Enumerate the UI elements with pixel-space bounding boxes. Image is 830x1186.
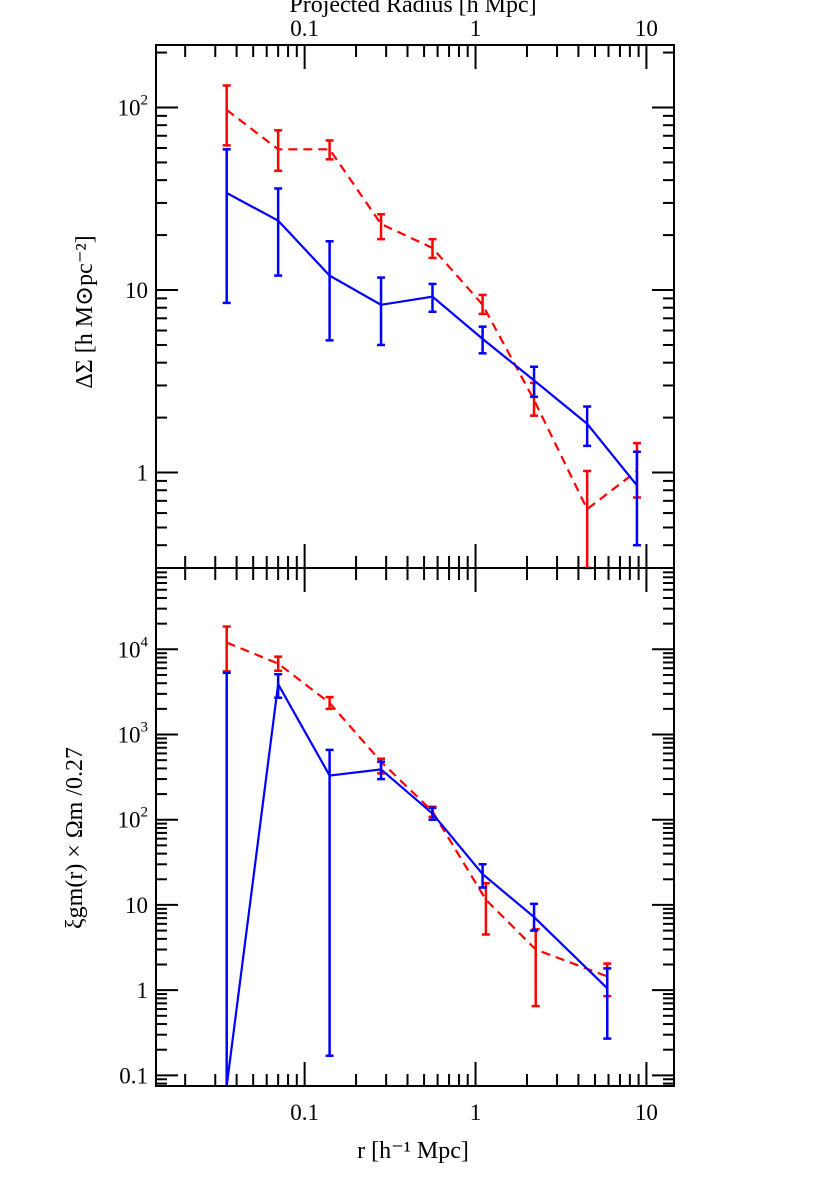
error-bar (428, 282, 437, 314)
top-x-tick-label: 0.1 (290, 16, 319, 41)
x-tick-label: 1 (470, 1100, 482, 1125)
error-bar (478, 863, 487, 889)
error-bar (274, 655, 283, 673)
y-tick-label: 0.1 (119, 1063, 148, 1088)
error-bar (632, 450, 641, 547)
x-tick-label: 10 (635, 1100, 658, 1125)
error-bar (478, 293, 487, 316)
bottom-panel-ticks (156, 567, 674, 1086)
error-bar (377, 760, 386, 781)
error-bar (583, 405, 592, 448)
series-line (225, 680, 609, 1087)
top-x-tick-label: 10 (635, 16, 658, 41)
x-tick-label: 0.1 (290, 1100, 319, 1125)
error-bar (530, 365, 539, 399)
y-tick-label: 102 (118, 93, 149, 121)
error-bar (481, 881, 490, 936)
bottom-panel-y-axis-title: ξgm(r) × Ωm /0.27 (62, 747, 88, 929)
error-bar (274, 129, 283, 173)
y-tick-label: 104 (118, 634, 149, 662)
bottom-panel-x-tick-labels: 0.1 1 10 (290, 1100, 658, 1125)
top-panel-frame (155, 44, 675, 569)
y-tick-label: 102 (118, 805, 149, 833)
error-bar (222, 625, 231, 673)
error-bar (325, 695, 334, 711)
error-bar (222, 84, 231, 147)
error-bar (274, 672, 283, 700)
error-bar (222, 671, 231, 1086)
error-bar (603, 967, 612, 1040)
error-bar (274, 187, 283, 277)
top-panel-y-tick-labels: 102 10 1 (118, 93, 149, 486)
error-bar (325, 748, 334, 1057)
series-line (226, 641, 608, 978)
top-axis-tick-labels: 0.1 1 10 (290, 16, 658, 41)
y-tick-label: 1 (137, 978, 149, 1003)
error-bar (325, 139, 334, 161)
bottom-panel-x-axis-title: r [h⁻¹ Mpc] (357, 1138, 469, 1164)
top-x-axis-title: Projected Radius [h Mpc] (289, 0, 536, 18)
error-bar (377, 213, 386, 241)
top-panel-delta-sigma: 0.1 1 10 102 10 1 ΔΣ [h M⊙pc⁻²] (72, 16, 675, 570)
series-line (226, 192, 638, 487)
error-bar (531, 927, 540, 1008)
error-bar (478, 325, 487, 355)
series-red-dashed (222, 84, 641, 570)
y-tick-label: 1 (137, 461, 149, 486)
y-tick-label: 103 (118, 720, 149, 748)
y-tick-label: 10 (125, 893, 148, 918)
top-panel-y-axis-title: ΔΣ [h M⊙pc⁻²] (72, 235, 98, 388)
series-blue-solid (222, 148, 641, 547)
error-bar (428, 237, 437, 260)
top-panel-ticks (156, 45, 674, 569)
error-bar (325, 240, 334, 342)
bottom-panel-frame (155, 567, 675, 1087)
y-tick-label: 10 (125, 278, 148, 303)
error-bar (530, 902, 539, 932)
bottom-panel-series (222, 625, 612, 1087)
series-red-dashed (222, 625, 612, 1008)
error-bar (377, 276, 386, 347)
series-blue-solid (222, 671, 612, 1087)
top-x-tick-label: 1 (470, 16, 482, 41)
error-bar (222, 148, 231, 305)
error-bar (583, 469, 592, 570)
error-bar (428, 806, 437, 821)
top-panel-series (222, 84, 641, 570)
